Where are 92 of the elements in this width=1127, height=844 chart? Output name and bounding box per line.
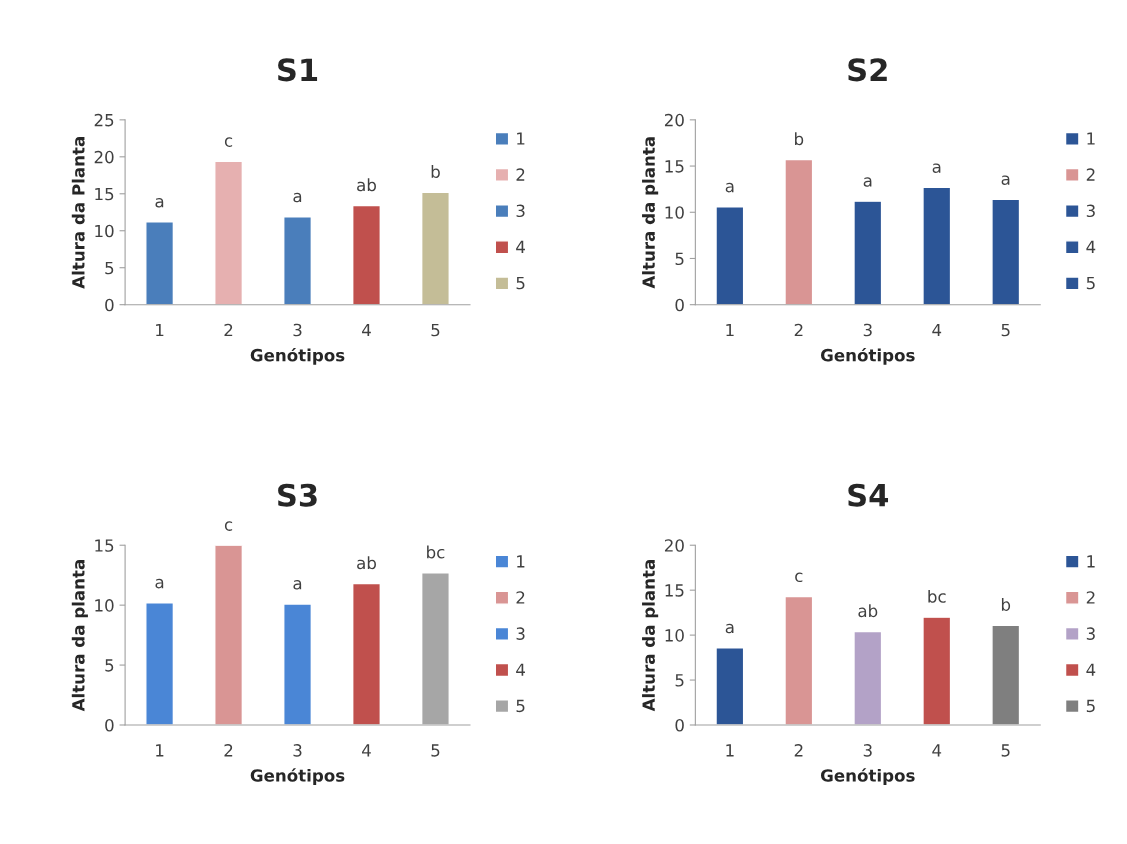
data-label: a — [293, 192, 302, 203]
legend-label: 4 — [516, 240, 525, 253]
x-tick-label: 4 — [362, 744, 371, 757]
x-tick-label: 1 — [726, 744, 734, 757]
x-axis-title: Genótipos — [250, 768, 345, 786]
data-label: bc — [928, 589, 946, 603]
x-tick-label: 3 — [293, 323, 302, 337]
x-tick-label: 2 — [794, 323, 803, 337]
legend-label: 3 — [516, 204, 525, 218]
data-label: a — [293, 580, 302, 590]
legend-label: 2 — [1086, 168, 1095, 181]
y-axis-title: Altura da planta — [642, 560, 659, 712]
chart-title: S3 — [278, 483, 317, 507]
data-label: a — [932, 163, 941, 173]
data-label: bc — [427, 545, 445, 559]
y-tick-label: 20 — [664, 539, 684, 552]
x-tick-label: 1 — [156, 744, 164, 757]
legend-label: 2 — [1086, 591, 1095, 604]
y-tick-label: 10 — [95, 599, 114, 612]
chart-title: S2 — [848, 58, 887, 82]
y-axis-title: Altura da planta — [71, 560, 88, 712]
data-label: b — [1001, 597, 1011, 611]
legend-label: 1 — [1087, 132, 1095, 145]
y-tick-label: 15 — [665, 584, 684, 597]
legend-label: 1 — [517, 132, 525, 145]
legend-label: 2 — [516, 168, 525, 181]
x-axis-title: Genótipos — [250, 347, 345, 365]
x-tick-label: 5 — [431, 323, 440, 337]
data-label: a — [863, 177, 872, 187]
y-tick-label: 20 — [94, 150, 114, 164]
x-tick-label: 3 — [863, 744, 872, 757]
x-tick-label: 4 — [932, 744, 942, 757]
legend-label: 1 — [1087, 555, 1095, 568]
y-tick-label: 0 — [675, 718, 684, 732]
y-tick-label: 25 — [94, 113, 114, 127]
legend-label: 4 — [516, 663, 525, 676]
x-tick-label: 5 — [431, 744, 440, 757]
x-tick-label: 4 — [362, 323, 371, 337]
x-tick-label: 1 — [156, 323, 164, 337]
x-tick-label: 5 — [1001, 323, 1010, 337]
data-label: ab — [357, 556, 376, 570]
legend-label: 3 — [1086, 204, 1095, 218]
y-tick-label: 20 — [664, 113, 684, 127]
legend-label: 5 — [516, 276, 525, 290]
y-tick-label: 10 — [665, 629, 684, 642]
x-tick-label: 2 — [224, 323, 233, 337]
x-tick-label: 4 — [932, 323, 942, 337]
data-label: a — [725, 623, 734, 634]
legend-label: 5 — [1086, 699, 1095, 713]
legend-label: 4 — [1086, 663, 1096, 676]
y-axis-title: Altura da Planta — [71, 137, 85, 289]
legend-label: 3 — [516, 627, 525, 640]
legend-label: 1 — [517, 555, 525, 568]
legend-label: 5 — [516, 699, 525, 713]
chart-title: S4 — [848, 483, 889, 507]
legend-label: 2 — [516, 591, 525, 604]
legend-label: 3 — [1086, 627, 1095, 640]
y-tick-label: 15 — [95, 539, 114, 552]
x-tick-label: 2 — [794, 744, 803, 757]
legend-label: 5 — [1086, 276, 1095, 290]
data-label: a — [155, 578, 164, 589]
y-tick-label: 5 — [105, 261, 114, 275]
y-axis-title: Altura da planta — [642, 137, 659, 289]
x-tick-label: 3 — [293, 744, 302, 757]
data-label: ab — [357, 178, 376, 192]
data-label: c — [795, 572, 803, 583]
data-label: ab — [858, 604, 878, 618]
y-tick-label: 0 — [105, 718, 114, 732]
y-tick-label: 0 — [675, 298, 684, 312]
y-tick-label: 15 — [665, 160, 684, 173]
x-tick-label: 2 — [224, 744, 233, 757]
data-label: c — [224, 137, 233, 147]
legend-label: 4 — [1086, 240, 1096, 253]
data-label: a — [1001, 175, 1010, 185]
x-tick-label: 5 — [1001, 744, 1010, 757]
data-label: b — [431, 165, 440, 178]
data-label: a — [725, 182, 734, 193]
data-label: a — [155, 197, 164, 208]
data-label: b — [795, 132, 804, 146]
y-tick-label: 10 — [95, 224, 114, 238]
y-tick-label: 0 — [105, 298, 114, 312]
x-tick-label: 1 — [726, 323, 734, 337]
chart-title: S1 — [278, 58, 318, 82]
x-axis-title: Genótipos — [820, 768, 915, 786]
y-tick-label: 5 — [675, 674, 684, 687]
x-tick-label: 3 — [863, 323, 872, 337]
y-tick-label: 5 — [675, 252, 684, 266]
y-tick-label: 15 — [95, 187, 114, 201]
x-axis-title: Genótipos — [820, 347, 915, 365]
y-tick-label: 5 — [105, 659, 114, 672]
data-label: c — [224, 521, 233, 531]
y-tick-label: 10 — [665, 206, 684, 219]
